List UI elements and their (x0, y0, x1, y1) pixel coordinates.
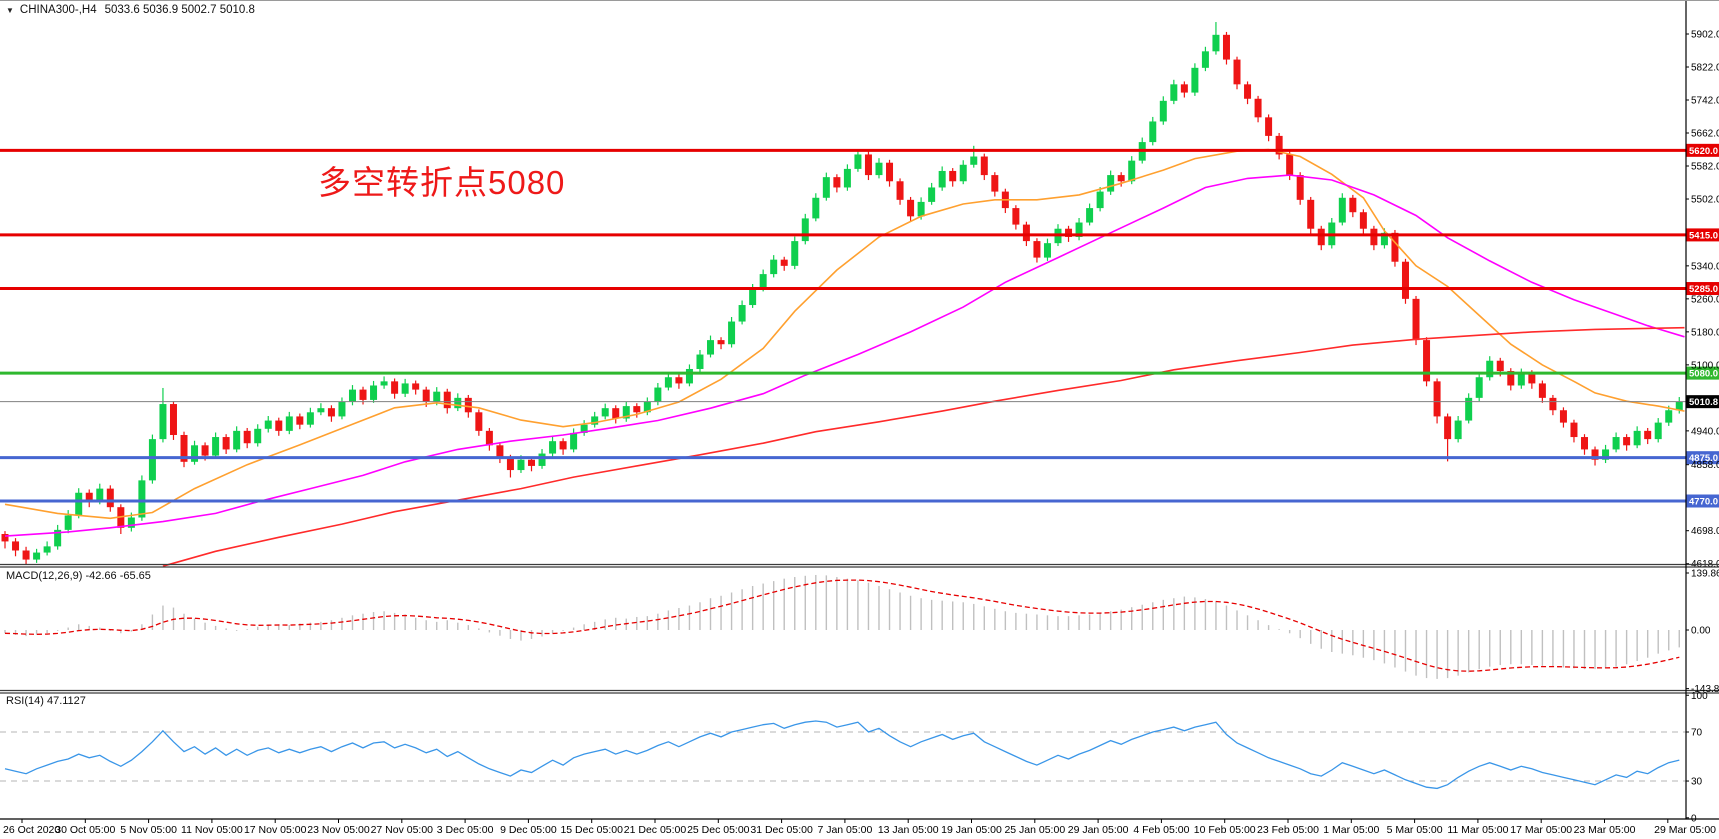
x-axis-label: 11 Nov 05:00 (181, 824, 243, 836)
x-axis-label: 4 Feb 05:00 (1133, 824, 1189, 836)
y-axis-tick-label: 5902.0 (1691, 30, 1719, 41)
rsi-indicator-label: RSI(14) 47.1127 (6, 695, 86, 707)
price-badge-label: 4770.0 (1689, 496, 1718, 507)
macd-histogram (5, 575, 1679, 679)
x-axis-label: 19 Jan 05:00 (941, 824, 1002, 836)
y-axis-tick-label: 4698.0 (1691, 526, 1719, 537)
macd-tick-label: 139.86 (1691, 568, 1719, 579)
x-axis-label: 17 Nov 05:00 (244, 824, 307, 836)
y-axis-tick-label: 5340.0 (1691, 261, 1719, 272)
y-axis-tick-label: 5100.0 (1691, 360, 1719, 371)
x-axis-label: 26 Oct 2020 (3, 824, 60, 836)
y-axis-tick-label: 5822.0 (1691, 63, 1719, 74)
x-axis-label: 17 Mar 05:00 (1510, 824, 1572, 836)
x-axis-label: 3 Dec 05:00 (437, 824, 494, 836)
symbol-period-label: CHINA300-,H4 (20, 4, 97, 16)
x-axis-label: 11 Mar 05:00 (1447, 824, 1508, 836)
macd-indicator-label: MACD(12,26,9) -42.66 -65.65 (6, 570, 151, 582)
y-axis-tick-label: 4940.0 (1691, 426, 1719, 437)
symbol-dropdown-icon[interactable]: ▼ (6, 6, 14, 15)
y-axis-tick-label: 5260.0 (1691, 294, 1719, 305)
y-axis-tick-label: 4858.0 (1691, 460, 1719, 471)
candlestick-series (2, 22, 1683, 565)
x-axis-label: 25 Jan 05:00 (1004, 824, 1065, 836)
x-axis-label: 1 Mar 05:00 (1323, 824, 1379, 836)
x-axis-label: 23 Mar 05:00 (1574, 824, 1636, 836)
y-axis-tick-label: 5742.0 (1691, 96, 1719, 107)
rsi-line (5, 721, 1679, 788)
y-axis-tick-label: 5502.0 (1691, 195, 1719, 206)
x-axis-label: 21 Dec 05:00 (624, 824, 687, 836)
x-axis-label: 23 Feb 05:00 (1257, 824, 1319, 836)
y-axis-tick-label: 5662.0 (1691, 129, 1719, 140)
x-axis-label: 23 Nov 05:00 (307, 824, 370, 836)
x-axis-label: 29 Jan 05:00 (1068, 824, 1129, 836)
chart-title: ▼ CHINA300-,H4 5033.6 5036.9 5002.7 5010.8 (6, 4, 255, 16)
ohlc-values: 5033.6 5036.9 5002.7 5010.8 (105, 4, 255, 16)
x-axis-label: 7 Jan 05:00 (817, 824, 872, 836)
x-axis-label: 25 Dec 05:00 (687, 824, 750, 836)
x-axis-label: 10 Feb 05:00 (1194, 824, 1256, 836)
ma-slow-red (163, 328, 1685, 567)
chart-annotation-text[interactable]: 多空转折点5080 (318, 156, 565, 204)
rsi-tick-label: 70 (1691, 728, 1703, 739)
y-axis-tick-label: 5180.0 (1691, 327, 1719, 338)
price-badge-label: 5620.0 (1689, 146, 1718, 157)
x-axis-label: 31 Dec 05:00 (750, 824, 813, 836)
price-badge-label: 5415.0 (1689, 230, 1718, 241)
x-axis-label: 27 Nov 05:00 (371, 824, 434, 836)
rsi-tick-label: 100 (1691, 691, 1708, 702)
x-axis-label: 30 Oct 05:00 (55, 824, 115, 836)
x-axis-label: 15 Dec 05:00 (560, 824, 623, 836)
macd-signal-line (5, 580, 1679, 671)
macd-tick-label: 0.00 (1691, 626, 1711, 637)
x-axis-label: 5 Mar 05:00 (1387, 824, 1443, 836)
ma-fast-orange (5, 150, 1685, 519)
x-axis-label: 5 Nov 05:00 (120, 824, 177, 836)
x-axis-label: 13 Jan 05:00 (878, 824, 939, 836)
price-badge-label: 5010.8 (1689, 397, 1718, 408)
rsi-tick-label: 30 (1691, 777, 1703, 788)
ma-mid-magenta (5, 175, 1685, 536)
y-axis-tick-label: 5582.0 (1691, 162, 1719, 173)
x-axis-label: 9 Dec 05:00 (500, 824, 557, 836)
x-axis-label: 29 Mar 05:00 (1654, 824, 1716, 836)
